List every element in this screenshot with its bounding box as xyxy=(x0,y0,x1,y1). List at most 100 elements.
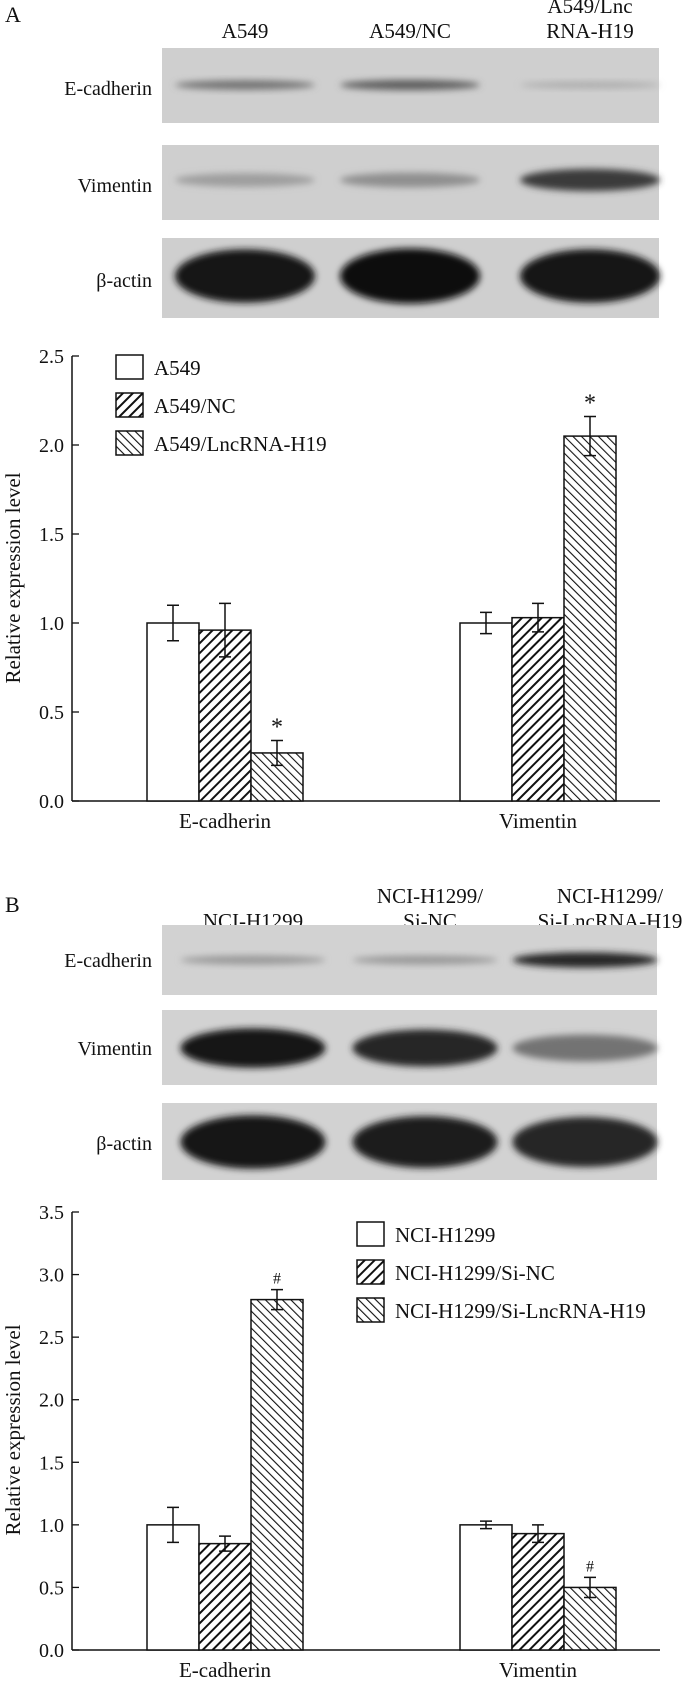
legend-swatch xyxy=(356,1297,385,1323)
bar xyxy=(563,435,617,802)
bar xyxy=(459,1524,513,1651)
blot-a-lane-label: A549/Lnc RNA-H19 xyxy=(546,0,634,43)
blot-band xyxy=(175,173,315,187)
chart-b-y-axis-label: Relative expression level xyxy=(1,1324,25,1535)
error-bar xyxy=(480,611,492,635)
blot-b-row-label: β-actin xyxy=(96,1133,152,1155)
error-bar xyxy=(480,1520,492,1530)
y-tick-label: 1.0 xyxy=(39,613,64,635)
blot-band xyxy=(512,1034,658,1062)
blot-band xyxy=(352,955,498,965)
panel-letter-a: A xyxy=(5,2,21,27)
error-bar xyxy=(271,1288,283,1311)
blot-a-bands xyxy=(175,79,660,304)
significance-mark: * xyxy=(271,714,283,740)
bar xyxy=(511,616,565,802)
blot-b-row-label: E-cadherin xyxy=(64,950,152,972)
blot-a-row-label: E-cadherin xyxy=(64,78,152,100)
panel-letter-b: B xyxy=(5,892,20,917)
legend-label: NCI-H1299/Si-NC xyxy=(395,1261,555,1285)
y-tick-label: 3.0 xyxy=(39,1265,64,1287)
y-tick-label: 0.5 xyxy=(39,702,64,724)
blot-a: E-cadherin Vimentin β-actin xyxy=(64,48,660,318)
chart-a-y-axis-label: Relative expression level xyxy=(1,472,25,683)
blot-b-bands xyxy=(180,952,658,1169)
blot-band xyxy=(175,249,315,303)
y-tick-label: 2.0 xyxy=(39,435,64,457)
legend-label: NCI-H1299 xyxy=(395,1223,495,1247)
legend-label: A549/NC xyxy=(154,394,236,418)
bar xyxy=(146,1524,200,1651)
category-label: E-cadherin xyxy=(179,809,272,833)
blot-band xyxy=(520,81,660,89)
significance-mark: # xyxy=(586,1558,594,1575)
y-tick-label: 3.5 xyxy=(39,1202,64,1224)
blot-band xyxy=(180,1028,326,1068)
error-bar xyxy=(167,604,179,642)
chart-b-y-ticks: 0.0 0.5 1.0 1.5 2.0 2.5 3.0 3.5 xyxy=(39,1202,79,1662)
blot-band xyxy=(520,168,660,192)
blot-band xyxy=(340,248,480,304)
legend-swatch xyxy=(115,430,144,456)
bar xyxy=(250,1298,304,1651)
blot-band xyxy=(340,172,480,188)
error-bar xyxy=(271,739,283,767)
bar xyxy=(198,1542,252,1651)
category-label: E-cadherin xyxy=(179,1658,272,1682)
chart-a-bars: ** xyxy=(146,391,617,802)
blot-band xyxy=(175,80,315,90)
blot-a-row-label: Vimentin xyxy=(78,175,152,197)
blot-band xyxy=(340,79,480,91)
chart-a-y-ticks: 0.0 0.5 1.0 1.5 2.0 2.5 xyxy=(39,346,79,813)
bar xyxy=(459,622,513,802)
bar xyxy=(146,622,200,802)
error-bar xyxy=(219,1535,231,1552)
error-bar xyxy=(532,602,544,633)
y-tick-label: 2.0 xyxy=(39,1390,64,1412)
significance-mark: * xyxy=(584,391,596,417)
error-bar xyxy=(532,1524,544,1544)
blot-band xyxy=(520,249,660,303)
error-bar xyxy=(219,602,231,658)
y-tick-label: 2.5 xyxy=(39,1327,64,1349)
y-tick-label: 1.5 xyxy=(39,1452,64,1474)
blot-band xyxy=(512,1116,658,1168)
blot-b: E-cadherin Vimentin β-actin xyxy=(64,925,658,1180)
chart-a-legend: A549 A549/NC A549/LncRNA-H19 xyxy=(115,354,327,456)
blot-b-row-label: Vimentin xyxy=(78,1038,152,1060)
blot-a-row-label: β-actin xyxy=(96,270,152,292)
error-bar xyxy=(584,1576,596,1599)
blot-band xyxy=(180,955,326,965)
blot-band xyxy=(352,1116,498,1168)
legend-swatch xyxy=(115,392,144,418)
blot-band xyxy=(180,1115,326,1169)
category-label: Vimentin xyxy=(499,809,578,833)
legend-label: NCI-H1299/Si-LncRNA-H19 xyxy=(395,1299,646,1323)
y-tick-label: 1.5 xyxy=(39,524,64,546)
chart-b: Relative expression level 0.0 0.5 1.0 1.5 2.… xyxy=(1,1202,660,1682)
y-tick-label: 1.0 xyxy=(39,1515,64,1537)
y-tick-label: 0.5 xyxy=(39,1577,64,1599)
bar xyxy=(198,629,252,802)
legend-swatch xyxy=(356,1259,385,1285)
y-tick-label: 2.5 xyxy=(39,346,64,368)
error-bar xyxy=(584,415,596,457)
y-tick-label: 0.0 xyxy=(39,1640,64,1662)
legend-swatch xyxy=(115,354,144,380)
blot-band xyxy=(512,952,658,968)
blot-a-lane-labels: A549 A549/NC A549/Lnc RNA-H19 xyxy=(222,0,634,43)
chart-b-legend: NCI-H1299 NCI-H1299/Si-NC NCI-H1299/Si-Lnc… xyxy=(356,1221,646,1323)
legend-label: A549 xyxy=(154,356,201,380)
legend-swatch xyxy=(356,1221,385,1247)
y-tick-label: 0.0 xyxy=(39,791,64,813)
bar xyxy=(511,1532,565,1651)
legend-label: A549/LncRNA-H19 xyxy=(154,432,327,456)
significance-mark: # xyxy=(273,1271,281,1288)
chart-b-bars: ## xyxy=(146,1271,617,1651)
blot-band xyxy=(352,1029,498,1067)
error-bar xyxy=(167,1506,179,1544)
chart-b-categories: E-cadherin Vimentin xyxy=(179,1658,578,1682)
blot-a-lane-label: A549 xyxy=(222,19,269,43)
category-label: Vimentin xyxy=(499,1658,578,1682)
